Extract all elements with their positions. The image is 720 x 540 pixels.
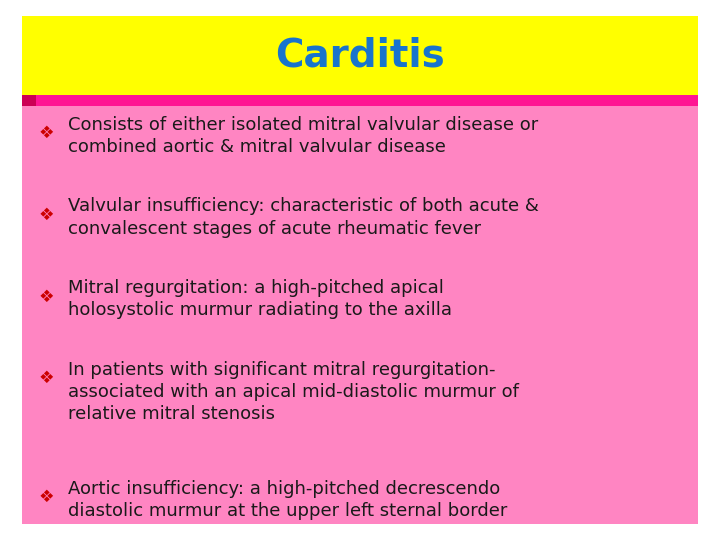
Text: ❖: ❖ — [39, 287, 55, 306]
Bar — [22, 95, 36, 106]
Text: Valvular insufficiency: characteristic of both acute &
convalescent stages of ac: Valvular insufficiency: characteristic o… — [68, 197, 539, 238]
Text: Aortic insufficiency: a high-pitched decrescendo
diastolic murmur at the upper l: Aortic insufficiency: a high-pitched dec… — [68, 480, 508, 520]
Bar — [22, 95, 698, 106]
Text: Mitral regurgitation: a high-pitched apical
holosystolic murmur radiating to the: Mitral regurgitation: a high-pitched api… — [68, 279, 452, 319]
Text: ❖: ❖ — [39, 369, 55, 387]
Text: ❖: ❖ — [39, 206, 55, 224]
Bar — [22, 16, 698, 95]
Text: ❖: ❖ — [39, 124, 55, 142]
Text: In patients with significant mitral regurgitation-
associated with an apical mid: In patients with significant mitral regu… — [68, 361, 519, 423]
Text: ❖: ❖ — [39, 488, 55, 506]
Text: Carditis: Carditis — [275, 37, 445, 75]
Text: Consists of either isolated mitral valvular disease or
combined aortic & mitral : Consists of either isolated mitral valvu… — [68, 116, 539, 156]
